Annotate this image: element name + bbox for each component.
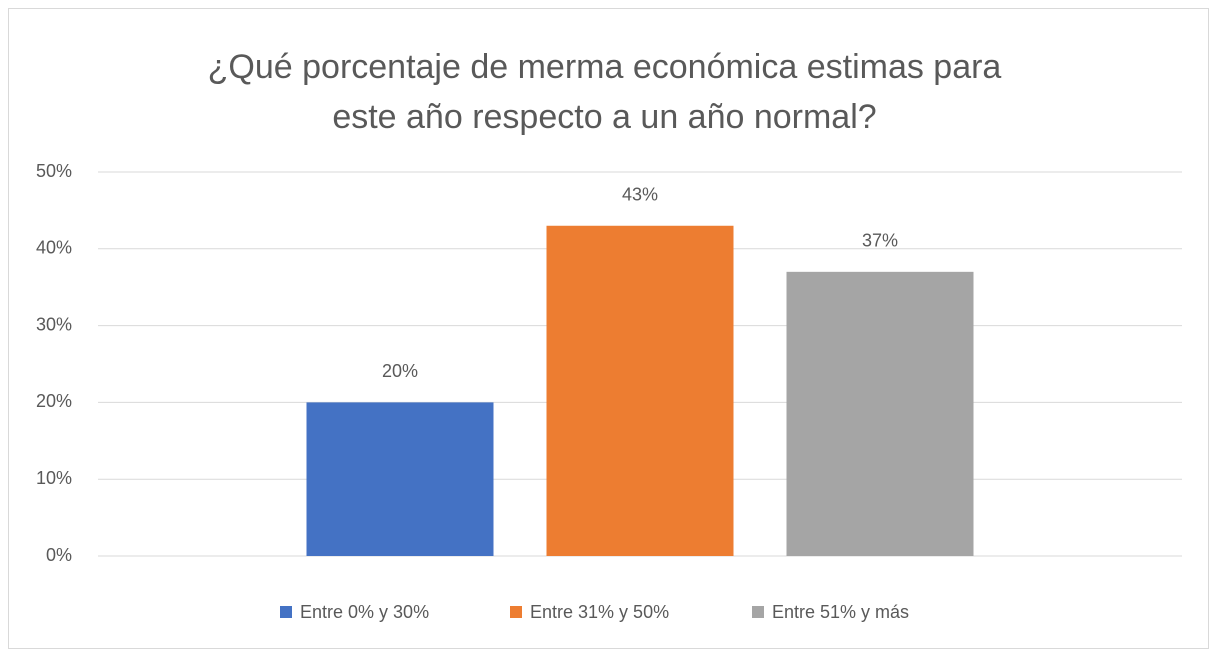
- legend-label: Entre 0% y 30%: [300, 602, 429, 622]
- legend-label: Entre 51% y más: [772, 602, 909, 622]
- data-label: 43%: [622, 185, 658, 205]
- y-tick-label: 30%: [36, 314, 72, 334]
- legend-swatch: [752, 606, 764, 618]
- y-tick-label: 20%: [36, 391, 72, 411]
- legend-swatch: [510, 606, 522, 618]
- y-tick-label: 10%: [36, 468, 72, 488]
- chart-title: ¿Qué porcentaje de merma económica estim…: [207, 48, 1002, 136]
- y-tick-label: 40%: [36, 238, 72, 258]
- bar: [786, 271, 974, 556]
- y-tick-label: 0%: [46, 545, 72, 565]
- bar: [306, 402, 494, 556]
- bar: [546, 225, 734, 556]
- data-label: 37%: [862, 231, 898, 251]
- legend-swatch: [280, 606, 292, 618]
- data-label: 20%: [382, 361, 418, 381]
- y-tick-label: 50%: [36, 161, 72, 181]
- legend-label: Entre 31% y 50%: [530, 602, 669, 622]
